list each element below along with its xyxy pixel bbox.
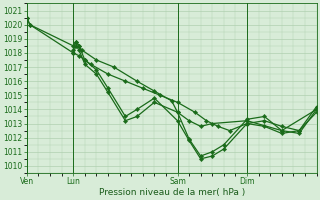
X-axis label: Pression niveau de la mer( hPa ): Pression niveau de la mer( hPa ) (99, 188, 245, 197)
